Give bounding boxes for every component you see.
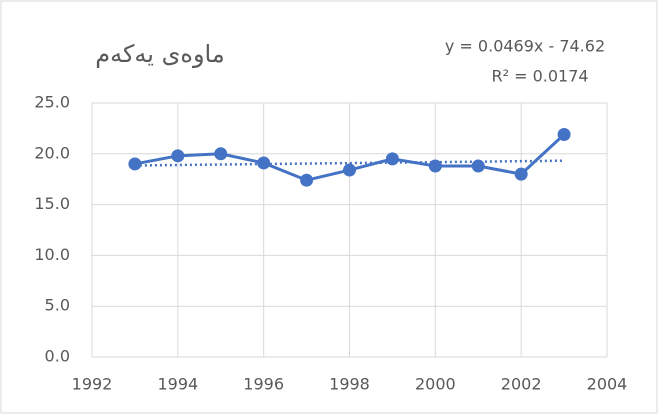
data-point: [385, 152, 399, 166]
data-point: [214, 147, 228, 161]
y-tick-label: 5.0: [45, 296, 70, 315]
data-point: [471, 159, 485, 173]
x-tick-label: 2004: [587, 375, 628, 394]
x-tick-label: 1992: [72, 375, 113, 394]
trendline: [134, 159, 565, 167]
y-tick-label: 15.0: [34, 194, 70, 213]
data-point: [300, 173, 314, 187]
x-tick-label: 2000: [415, 375, 456, 394]
y-tick-label: 0.0: [45, 347, 70, 366]
data-point: [557, 127, 571, 141]
trend-equation: y = 0.0469x - 74.62: [445, 37, 605, 56]
y-tick-label: 20.0: [34, 143, 70, 162]
trend-r-squared: R² = 0.0174: [491, 67, 588, 86]
y-tick-label: 10.0: [34, 245, 70, 264]
data-point: [343, 163, 356, 177]
data-point: [128, 157, 142, 171]
data-point: [257, 156, 271, 170]
x-tick-label: 1994: [157, 375, 198, 394]
x-tick-label: 1998: [329, 375, 370, 394]
data-point: [428, 159, 442, 173]
chart-title: ماوەی یەکەم: [95, 40, 224, 68]
data-point: [171, 149, 185, 163]
data-point: [514, 167, 528, 181]
x-tick-label: 1996: [243, 375, 284, 394]
x-tick-label: 2002: [501, 375, 542, 394]
y-tick-label: 25.0: [34, 93, 70, 112]
